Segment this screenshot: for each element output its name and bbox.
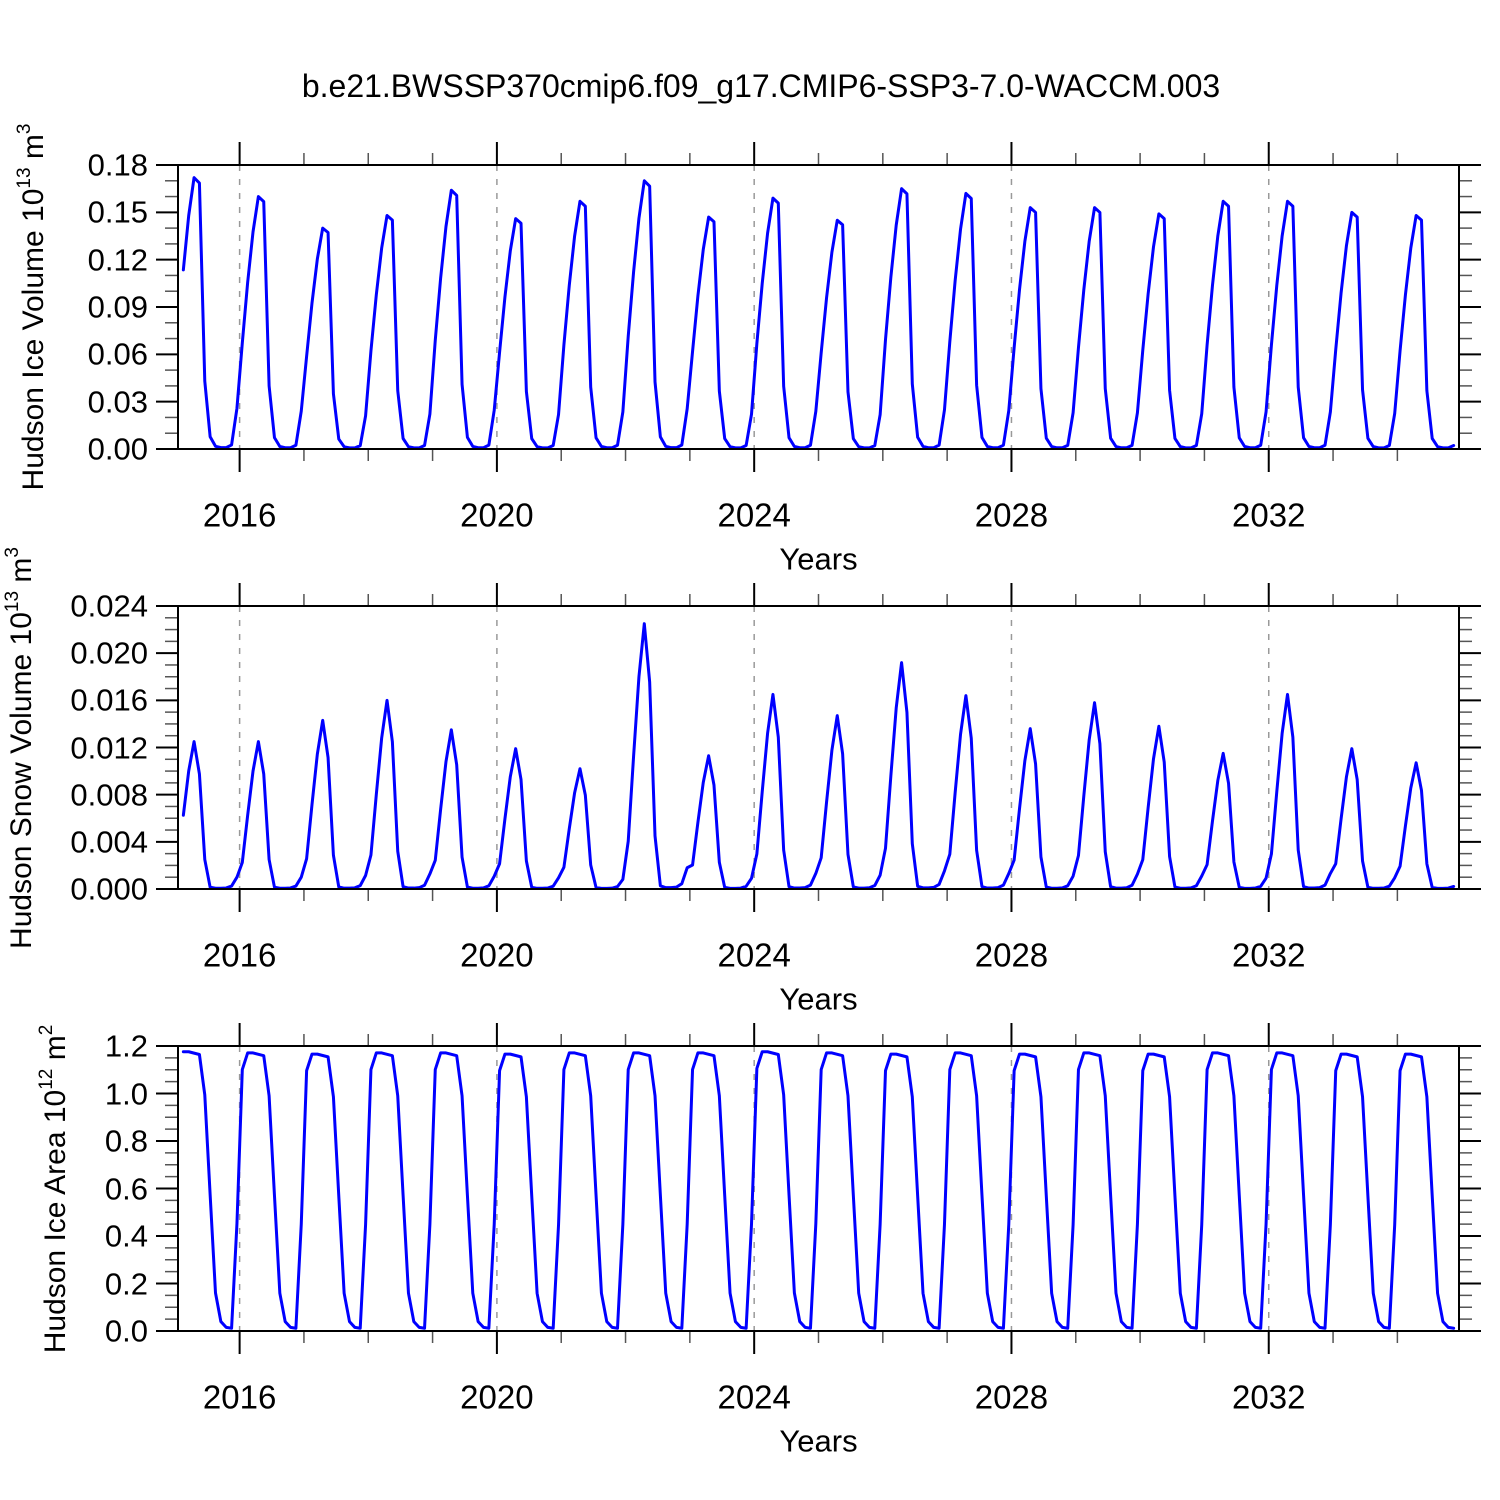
superscript: 3 xyxy=(2,546,23,558)
y-tick-label: 0.8 xyxy=(104,1123,148,1159)
y-axis-title-text: m xyxy=(5,557,38,591)
y-tick-label: 0.000 xyxy=(70,871,148,907)
x-tick-label-2020: 2020 xyxy=(460,1378,534,1416)
x-tick-label-2028: 2028 xyxy=(974,1378,1049,1416)
y-axis-title-text: m xyxy=(39,1034,72,1069)
series-line-ice-area xyxy=(181,1050,1456,1330)
y-tick-label: 0.024 xyxy=(70,588,148,624)
series-line-ice-volume xyxy=(181,176,1456,450)
x-tick-label-2016: 2016 xyxy=(202,496,277,534)
y-tick-label: 0.2 xyxy=(104,1266,148,1301)
y-tick-label: 1.2 xyxy=(104,1028,148,1064)
y-tick-label: 0.18 xyxy=(87,147,148,183)
x-tick-label-2024: 2024 xyxy=(717,496,791,534)
y-axis-title-text: Hudson Snow Volume 10 xyxy=(5,611,38,949)
y-tick-label: 0.15 xyxy=(87,194,148,230)
x-tick-label-2032: 2032 xyxy=(1232,936,1306,974)
y-tick-label: 0.00 xyxy=(87,431,148,467)
y-tick-label: 0.008 xyxy=(70,777,148,813)
x-tick-label-2028: 2028 xyxy=(974,496,1049,534)
x-tick-label-2028: 2028 xyxy=(974,936,1049,974)
x-tick-label-2032: 2032 xyxy=(1232,1378,1306,1416)
y-tick-label: 0.012 xyxy=(70,730,148,765)
superscript: 12 xyxy=(36,1068,57,1090)
x-tick-label-2032: 2032 xyxy=(1232,496,1306,534)
y-axis-title-text: Hudson Ice Area 10 xyxy=(39,1089,72,1353)
x-tick-label-2020: 2020 xyxy=(460,496,534,534)
y-tick-label: 1.0 xyxy=(104,1076,148,1111)
superscript: 13 xyxy=(14,167,35,189)
x-tick-label-2016: 2016 xyxy=(202,936,277,974)
x-tick-label-2024: 2024 xyxy=(717,1378,791,1416)
figure-title: b.e21.BWSSP370cmip6.f09_g17.CMIP6-SSP3-7… xyxy=(301,68,1221,104)
plot-frame-ice-area xyxy=(177,1045,1460,1332)
y-axis-title-ice-area: Hudson Ice Area 1012 m2 xyxy=(36,1024,72,1353)
y-tick-label: 0.12 xyxy=(87,242,148,278)
y-tick-label: 0.03 xyxy=(87,384,148,420)
y-tick-label: 0.06 xyxy=(87,336,148,372)
y-tick-label: 0.020 xyxy=(70,635,148,671)
superscript: 3 xyxy=(14,123,35,135)
y-tick-label: 0.016 xyxy=(70,682,148,718)
x-tick-label-2024: 2024 xyxy=(717,936,791,974)
x-axis-title-ice-area: Years xyxy=(779,1423,858,1459)
y-tick-label: 0.004 xyxy=(70,824,148,860)
y-tick-label: 0.6 xyxy=(104,1171,148,1206)
plot-frame-ice-volume xyxy=(177,164,1460,450)
y-tick-label: 0.0 xyxy=(104,1313,148,1349)
x-tick-label-2016: 2016 xyxy=(202,1378,277,1416)
y-axis-title-ice-volume: Hudson Ice Volume 1013 m3 xyxy=(14,123,50,491)
y-axis-title-text: Hudson Ice Volume 10 xyxy=(17,188,50,491)
y-tick-label: 0.09 xyxy=(87,289,148,325)
y-axis-title-snow-volume: Hudson Snow Volume 1013 m3 xyxy=(2,546,38,949)
superscript: 13 xyxy=(2,590,23,612)
x-axis-title-snow-volume: Years xyxy=(779,981,858,1017)
x-axis-title-ice-volume: Years xyxy=(779,541,858,577)
plot-frame-snow-volume xyxy=(177,605,1460,890)
y-tick-label: 0.4 xyxy=(104,1218,148,1254)
superscript: 2 xyxy=(36,1024,57,1035)
series-line-snow-volume xyxy=(181,622,1456,890)
x-tick-label-2020: 2020 xyxy=(460,936,534,974)
y-axis-title-text: m xyxy=(17,134,50,168)
